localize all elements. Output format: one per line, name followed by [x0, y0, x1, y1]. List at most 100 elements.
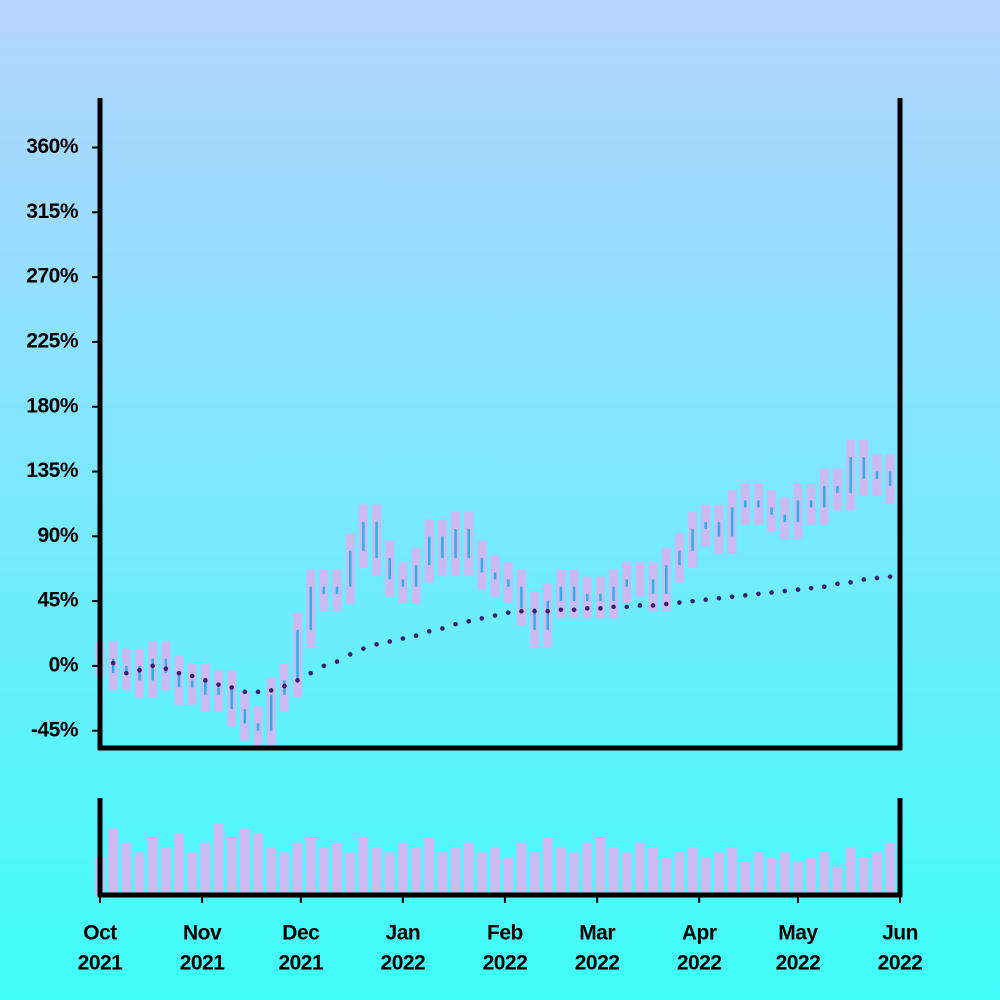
moving-average-point: [413, 633, 419, 638]
moving-average-point: [229, 685, 234, 690]
volume-bar: [384, 852, 395, 895]
volume-bar: [411, 847, 422, 895]
x-tick-label: 2022: [878, 952, 923, 975]
moving-average-point: [110, 660, 116, 666]
volume-bar: [174, 833, 185, 895]
x-tick-label: Mar: [579, 922, 615, 945]
moving-average-point: [742, 593, 748, 598]
y-tick-label: -45%: [31, 718, 79, 741]
plot-area: [95, 439, 896, 895]
x-tick-label: 2021: [180, 952, 226, 975]
volume-bar: [621, 852, 632, 895]
volume-bar: [266, 847, 277, 895]
moving-average-point: [176, 670, 182, 676]
volume-bar: [463, 842, 474, 895]
moving-average-point: [584, 606, 590, 611]
moving-average-point: [203, 678, 208, 683]
volume-bar: [371, 847, 382, 895]
volume-bar: [858, 857, 869, 895]
volume-bar: [634, 842, 645, 895]
x-tick-label: Oct: [83, 922, 117, 945]
volume-bar: [305, 838, 316, 895]
moving-average-point: [637, 603, 643, 608]
volume-bar: [226, 838, 237, 895]
volume-bar: [147, 838, 158, 895]
volume-bar: [253, 833, 264, 895]
volume-bar: [727, 847, 738, 895]
moving-average-point: [782, 588, 788, 594]
volume-bar: [661, 857, 672, 895]
moving-average-point: [598, 606, 603, 611]
x-tick-label: 2022: [381, 952, 426, 975]
moving-average-point: [479, 616, 485, 621]
x-tick-label: 2021: [78, 952, 124, 975]
volume-bar: [529, 852, 540, 895]
volume-bar: [713, 852, 724, 895]
moving-average-point: [124, 670, 129, 676]
volume-bar: [345, 852, 356, 895]
volume-bar: [187, 852, 198, 895]
moving-average-point: [821, 584, 827, 590]
moving-average-point: [874, 575, 880, 581]
y-tick-label: 225%: [26, 329, 79, 352]
volume-bar: [200, 842, 211, 895]
volume-bar: [700, 857, 711, 895]
volume-bar: [753, 852, 764, 895]
x-tick-label: Dec: [282, 922, 320, 945]
moving-average-point: [321, 663, 327, 669]
volume-bar: [437, 852, 448, 895]
volume-bar: [674, 852, 685, 895]
moving-average-point: [268, 688, 274, 693]
volume-bar: [885, 842, 896, 895]
moving-average-point: [663, 601, 669, 607]
moving-average-point: [505, 610, 511, 615]
volume-bar: [542, 838, 553, 895]
volume-bar: [358, 838, 369, 895]
y-tick-label: 135%: [26, 459, 79, 482]
x-tick-label: May: [778, 922, 818, 945]
moving-average-point: [835, 581, 840, 587]
moving-average-point: [532, 608, 537, 614]
volume-bar: [555, 847, 566, 895]
moving-average-point: [453, 621, 458, 627]
volume-bar: [569, 852, 580, 895]
moving-average-point: [400, 636, 406, 641]
volume-bar: [792, 861, 803, 895]
volume-bar: [871, 852, 882, 895]
x-tick-label: 2022: [483, 952, 528, 975]
y-tick-label: 270%: [26, 265, 79, 288]
x-tick-label: Jun: [882, 922, 918, 945]
x-tick-label: 2022: [575, 952, 620, 975]
moving-average-point: [347, 652, 353, 657]
moving-average-point: [137, 667, 142, 673]
x-tick-label: Jan: [386, 922, 421, 945]
moving-average-point: [703, 597, 709, 602]
volume-bar: [121, 842, 132, 895]
volume-bar: [845, 847, 856, 895]
volume-bar: [806, 857, 817, 895]
y-tick-label: 180%: [26, 394, 79, 417]
moving-average-point: [795, 587, 801, 592]
moving-average-point: [440, 626, 445, 631]
volume-bar: [819, 852, 830, 895]
y-tick-label: 360%: [26, 135, 79, 158]
moving-average-point: [163, 666, 169, 672]
volume-bar: [213, 823, 224, 895]
moving-average-point: [308, 670, 313, 676]
moving-average-point: [677, 600, 682, 605]
volume-bar: [832, 866, 843, 895]
moving-average-point: [808, 585, 814, 591]
moving-average-point: [466, 618, 472, 624]
moving-average-point: [426, 629, 432, 634]
volume-bar: [766, 857, 777, 895]
x-tick-label: 2022: [776, 952, 821, 975]
y-tick-label: 0%: [49, 653, 79, 676]
volume-bar: [160, 847, 171, 895]
x-tick-label: Apr: [682, 922, 717, 945]
volume-bar: [318, 847, 329, 895]
moving-average-point: [374, 642, 379, 647]
moving-average-point: [558, 607, 564, 613]
moving-average-point: [334, 659, 340, 664]
volume-bar: [332, 842, 343, 895]
